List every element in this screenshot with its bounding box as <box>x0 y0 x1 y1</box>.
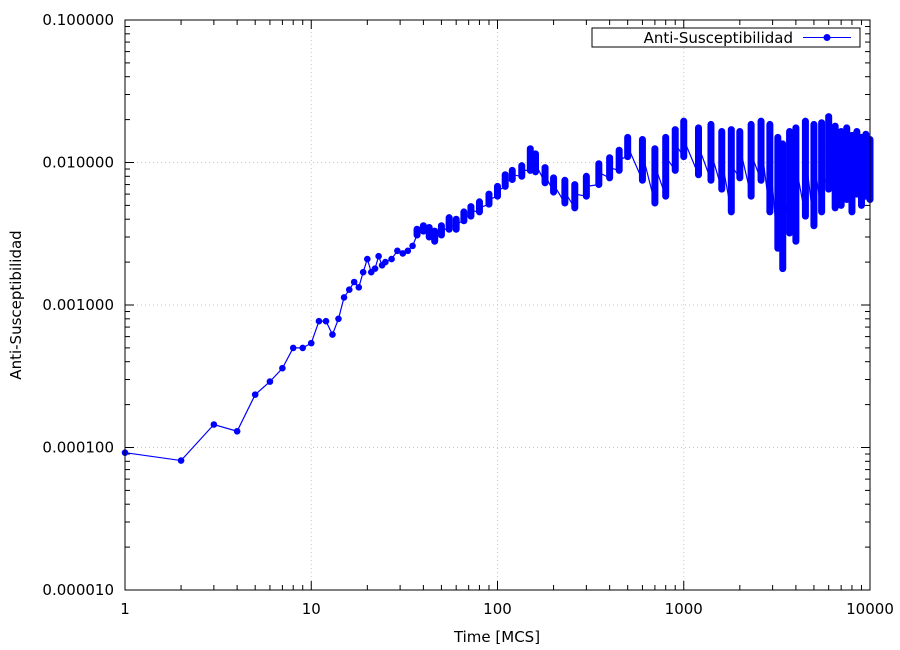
data-point <box>485 196 493 203</box>
data-point <box>307 339 315 347</box>
data-point <box>210 421 218 428</box>
data-point <box>707 148 715 156</box>
data-point <box>413 227 421 235</box>
axis-ticks <box>124 19 871 591</box>
data-point <box>494 187 501 195</box>
data-point <box>541 171 549 179</box>
data-point <box>671 140 679 148</box>
data-point <box>651 162 659 169</box>
data-point <box>420 224 427 231</box>
data-point <box>786 156 793 163</box>
y-tick-label: 0.001000 <box>42 296 114 314</box>
data-point <box>680 136 688 143</box>
data-point <box>831 162 839 169</box>
data-point <box>508 171 516 179</box>
y-axis-title: Anti-Susceptibilidad <box>7 230 25 379</box>
data-point <box>606 164 613 171</box>
data-point <box>501 177 509 185</box>
data-point <box>329 331 336 338</box>
data-point <box>550 181 557 188</box>
y-tick-label: 0.100000 <box>42 11 114 29</box>
data-point <box>571 190 579 198</box>
data-point <box>452 220 460 228</box>
x-tick-label: 100 <box>483 600 512 618</box>
data-point <box>518 167 526 174</box>
data-point <box>399 250 407 257</box>
x-tick-label: 10000 <box>846 600 894 618</box>
plot-frame <box>124 19 871 591</box>
data-point <box>279 364 286 372</box>
data-point <box>388 255 395 263</box>
data-point <box>299 344 307 352</box>
data-point <box>375 252 382 260</box>
data-point <box>532 160 539 168</box>
data-point <box>425 229 433 237</box>
data-point <box>561 188 569 196</box>
data-point <box>382 258 389 266</box>
x-tick-label: 10 <box>302 600 321 618</box>
tick-labels: 1 10 100 1000 10000 0.000010 0.000100 0.001000 0… <box>42 11 893 618</box>
data-point <box>409 242 416 250</box>
data-point <box>394 247 401 255</box>
data-point <box>438 225 445 233</box>
data-point <box>727 162 735 169</box>
data-point <box>583 183 590 190</box>
data-point <box>289 344 297 352</box>
data-point <box>431 233 438 241</box>
data-point <box>526 156 534 163</box>
legend-box <box>591 27 861 48</box>
data-point <box>718 156 726 163</box>
data-point <box>445 219 453 226</box>
data-point <box>837 152 845 159</box>
data-point <box>359 268 367 276</box>
data-point <box>476 204 483 212</box>
x-axis-title: Time [MCS] <box>453 628 540 646</box>
data-point <box>404 247 412 255</box>
data-point <box>371 265 379 272</box>
data-point <box>792 162 800 169</box>
data-point <box>233 427 241 435</box>
data-point <box>802 150 809 158</box>
data-point <box>825 142 832 150</box>
data-point <box>350 278 358 286</box>
data-point <box>810 157 818 165</box>
data-point <box>639 150 646 158</box>
data-point <box>345 286 353 294</box>
y-tick-label: 0.000010 <box>42 581 114 599</box>
data-point <box>595 169 603 176</box>
y-tick-label: 0.000100 <box>42 439 114 457</box>
data-point <box>779 179 787 187</box>
data-point <box>266 378 274 385</box>
legend: Anti-Susceptibilidad <box>591 27 861 48</box>
data-point <box>251 391 259 398</box>
data-point <box>695 142 702 150</box>
data-point <box>624 142 631 150</box>
data-point <box>335 315 342 323</box>
data-point <box>460 212 468 220</box>
data-point <box>662 153 670 160</box>
data-point <box>736 143 744 151</box>
x-tick-label: 1 <box>120 600 130 618</box>
legend-label: Anti-Susceptibilidad <box>644 29 793 47</box>
data-point <box>747 150 755 158</box>
data-point <box>843 167 851 174</box>
data-point <box>355 284 363 291</box>
data-point <box>340 294 348 301</box>
data-point <box>467 207 475 214</box>
data-point <box>615 156 623 163</box>
data-point <box>818 169 825 176</box>
legend-marker <box>823 34 831 41</box>
data-point <box>364 255 371 263</box>
data-point <box>766 152 774 159</box>
x-tick-label: 1000 <box>665 600 703 618</box>
data-point <box>757 140 765 148</box>
data-point <box>177 457 185 464</box>
y-tick-label: 0.010000 <box>42 154 114 172</box>
data-point <box>315 317 323 325</box>
data-point <box>322 317 330 325</box>
